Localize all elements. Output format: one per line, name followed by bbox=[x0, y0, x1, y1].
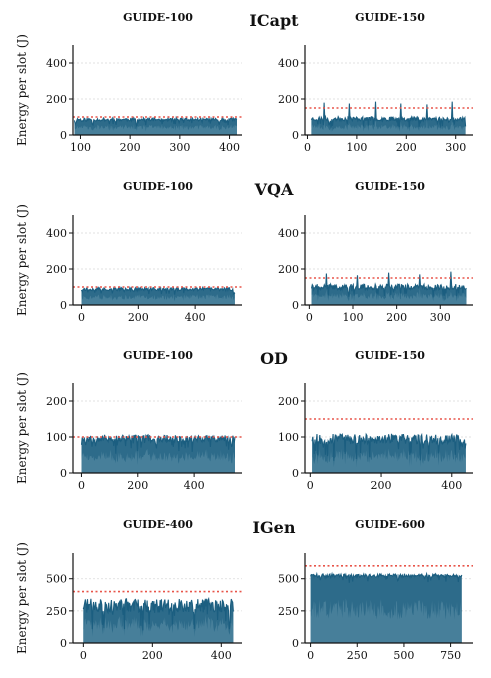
panel-title-vqa-1: GUIDE-150 bbox=[355, 180, 425, 193]
ytick-label-icapt-0-0: 0 bbox=[60, 129, 67, 142]
xtick-label-icapt-1-0: 0 bbox=[304, 141, 311, 154]
xtick-label-od-0-1: 200 bbox=[127, 479, 148, 492]
ylabel-od-0: Energy per slot (J) bbox=[15, 372, 29, 484]
xtick-label-od-0-2: 400 bbox=[184, 479, 205, 492]
ytick-label-od-0-2: 200 bbox=[46, 395, 67, 408]
xtick-label-vqa-0-0: 0 bbox=[78, 311, 85, 324]
ytick-label-od-0-1: 100 bbox=[46, 431, 67, 444]
ylabel-icapt-0: Energy per slot (J) bbox=[15, 34, 29, 146]
ytick-label-igen-1-1: 250 bbox=[278, 605, 299, 618]
xtick-label-icapt-0-3: 400 bbox=[219, 141, 240, 154]
xtick-label-igen-0-1: 200 bbox=[142, 649, 163, 662]
panel-title-icapt-1: GUIDE-150 bbox=[355, 11, 425, 24]
xtick-label-vqa-1-2: 200 bbox=[386, 311, 407, 324]
panel-title-igen-0: GUIDE-400 bbox=[123, 518, 193, 531]
row-title-icapt: ICapt bbox=[249, 11, 299, 30]
energy-area-low-vqa-0 bbox=[81, 293, 235, 305]
panel-title-od-0: GUIDE-100 bbox=[123, 349, 193, 362]
ytick-label-icapt-0-2: 400 bbox=[46, 57, 67, 70]
ytick-label-igen-0-2: 500 bbox=[46, 573, 67, 586]
energy-area-low-od-0 bbox=[81, 448, 235, 473]
xtick-label-icapt-0-0: 100 bbox=[70, 141, 91, 154]
row-title-od: OD bbox=[260, 349, 288, 368]
energy-line-vqa-0 bbox=[80, 285, 236, 296]
energy-area-low-igen-0 bbox=[83, 614, 234, 643]
ytick-label-igen-0-1: 250 bbox=[46, 605, 67, 618]
xtick-label-igen-1-0: 0 bbox=[307, 649, 314, 662]
ytick-label-vqa-0-2: 400 bbox=[46, 227, 67, 240]
ytick-label-od-1-2: 200 bbox=[278, 395, 299, 408]
ytick-label-vqa-1-2: 400 bbox=[278, 227, 299, 240]
energy-area-low-vqa-1 bbox=[311, 287, 467, 305]
xtick-label-icapt-1-1: 100 bbox=[346, 141, 367, 154]
panel-title-igen-1: GUIDE-600 bbox=[355, 518, 425, 531]
ytick-label-icapt-1-2: 400 bbox=[278, 57, 299, 70]
panel-title-icapt-0: GUIDE-100 bbox=[123, 11, 193, 24]
ytick-label-igen-1-0: 0 bbox=[292, 637, 299, 650]
ytick-label-igen-1-2: 500 bbox=[278, 573, 299, 586]
row-title-igen: IGen bbox=[253, 518, 296, 537]
energy-line-icapt-0 bbox=[73, 115, 238, 127]
ytick-label-vqa-0-0: 0 bbox=[60, 299, 67, 312]
energy-area-low-icapt-1 bbox=[311, 115, 466, 135]
xtick-label-igen-0-0: 0 bbox=[80, 649, 87, 662]
ytick-label-igen-0-0: 0 bbox=[60, 637, 67, 650]
ytick-label-vqa-0-1: 200 bbox=[46, 263, 67, 276]
xtick-label-icapt-1-3: 300 bbox=[445, 141, 466, 154]
ytick-label-od-1-0: 0 bbox=[292, 467, 299, 480]
energy-line-igen-0 bbox=[82, 596, 234, 631]
energy-area-low-od-1 bbox=[312, 447, 466, 473]
xtick-label-od-1-2: 400 bbox=[441, 479, 462, 492]
ytick-label-od-0-0: 0 bbox=[60, 467, 67, 480]
xtick-label-od-1-1: 200 bbox=[371, 479, 392, 492]
energy-line-od-1 bbox=[311, 432, 467, 461]
ylabel-igen-0: Energy per slot (J) bbox=[15, 542, 29, 654]
xtick-label-igen-0-2: 400 bbox=[211, 649, 232, 662]
xtick-label-icapt-0-2: 300 bbox=[169, 141, 190, 154]
xtick-label-icapt-0-1: 200 bbox=[120, 141, 141, 154]
xtick-label-od-1-0: 0 bbox=[307, 479, 314, 492]
energy-line-icapt-1 bbox=[310, 101, 467, 128]
xtick-label-vqa-1-0: 0 bbox=[306, 311, 313, 324]
xtick-label-icapt-1-2: 200 bbox=[396, 141, 417, 154]
ytick-label-od-1-1: 100 bbox=[278, 431, 299, 444]
panel-title-vqa-0: GUIDE-100 bbox=[123, 180, 193, 193]
xtick-label-vqa-1-3: 300 bbox=[430, 311, 451, 324]
xtick-label-igen-1-2: 500 bbox=[393, 649, 414, 662]
xtick-label-vqa-0-2: 400 bbox=[185, 311, 206, 324]
ytick-label-icapt-0-1: 200 bbox=[46, 93, 67, 106]
xtick-label-vqa-0-1: 200 bbox=[128, 311, 149, 324]
panel-title-od-1: GUIDE-150 bbox=[355, 349, 425, 362]
ytick-label-vqa-1-0: 0 bbox=[292, 299, 299, 312]
ytick-label-icapt-1-0: 0 bbox=[292, 129, 299, 142]
energy-line-vqa-1 bbox=[310, 271, 467, 298]
xtick-label-igen-1-1: 250 bbox=[347, 649, 368, 662]
energy-area-low-icapt-0 bbox=[74, 124, 237, 135]
ylabel-vqa-0: Energy per slot (J) bbox=[15, 204, 29, 316]
xtick-label-igen-1-3: 750 bbox=[440, 649, 461, 662]
xtick-label-od-0-0: 0 bbox=[78, 479, 85, 492]
xtick-label-vqa-1-1: 100 bbox=[343, 311, 364, 324]
ytick-label-icapt-1-1: 200 bbox=[278, 93, 299, 106]
energy-area-low-igen-1 bbox=[310, 598, 462, 643]
ytick-label-vqa-1-1: 200 bbox=[278, 263, 299, 276]
row-title-vqa: VQA bbox=[254, 180, 294, 199]
energy-line-igen-1 bbox=[310, 571, 463, 583]
